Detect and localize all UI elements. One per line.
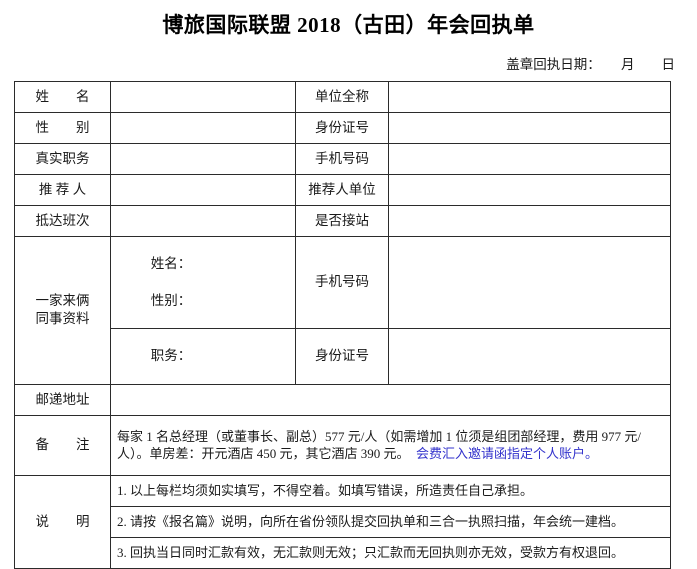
field-label-id-number: 身份证号: [295, 112, 389, 144]
field-input-gender[interactable]: [110, 112, 296, 144]
stamp-date-line: 盖章回执日期： 月 日: [506, 57, 675, 72]
table-row-companion-1: 一家来俩 同事资料 姓名： 性别： 手机号码: [14, 235, 671, 385]
field-label-name: 姓 名: [14, 81, 111, 113]
companion-name-label: 姓名：: [150, 256, 192, 272]
remark-body: 每家 1 名总经理（或董事长、副总）577 元/人（如需增加 1 位须是组团部经…: [110, 414, 671, 476]
companion-label-mobile: 手机号码: [295, 235, 389, 330]
note-line-2: 2. 请按《报名篇》说明，向所在省份领队提交回执单和三合一执照扫描，年会统一建档…: [110, 505, 671, 538]
field-input-referrer[interactable]: [110, 174, 296, 206]
field-label-arrival: 抵达班次: [14, 205, 111, 237]
field-label-gender: 性 别: [14, 112, 111, 144]
field-input-position[interactable]: [110, 143, 296, 175]
companion-position-cell[interactable]: 职务：: [110, 328, 296, 385]
page-title: 博旅国际联盟 2018（古田）年会回执单: [162, 13, 535, 37]
notes-label: 说 明: [14, 474, 111, 569]
companion-label-id-number: 身份证号: [295, 328, 389, 385]
field-input-name[interactable]: [110, 81, 296, 113]
companion-label-line-2: 同事资料: [35, 311, 90, 327]
field-label-position: 真实职务: [14, 143, 111, 175]
table-row: 抵达班次 是否接站: [14, 205, 671, 237]
remark-accent-text: 会费汇入邀请函指定个人账户。: [416, 446, 599, 462]
field-label-referrer: 推 荐 人: [14, 174, 111, 206]
remark-label: 备 注: [14, 414, 111, 476]
table-row-companion-2: 职务： 身份证号: [15, 328, 671, 385]
field-input-id-number[interactable]: [388, 112, 671, 144]
table-row: 性 别 身份证号: [14, 112, 671, 144]
companion-name-gender-cell[interactable]: 姓名： 性别：: [110, 235, 296, 330]
registration-form-table: 姓 名 单位全称 性 别 身份证号 真实职务 手机号码 推 荐 人: [14, 81, 671, 569]
field-label-mobile: 手机号码: [295, 143, 389, 175]
field-input-company[interactable]: [388, 81, 671, 113]
table-row: 真实职务 手机号码: [14, 143, 671, 175]
table-row-address: 邮递地址: [14, 383, 671, 416]
table-row-note-1: 说 明 1. 以上每栏均须如实填写，不得空着。如填写错误，所造责任自己承担。: [14, 474, 671, 569]
field-input-arrival[interactable]: [110, 205, 296, 237]
field-label-company: 单位全称: [295, 81, 389, 113]
field-input-pickup[interactable]: [388, 205, 671, 237]
companion-label-line-1: 一家来俩: [35, 293, 90, 309]
field-input-referrer-company[interactable]: [388, 174, 671, 206]
field-label-mailing-address: 邮递地址: [14, 383, 111, 416]
document-page: 博旅国际联盟 2018（古田）年会回执单 盖章回执日期： 月 日 姓 名 单位全…: [14, 13, 675, 569]
table-row-note-2: 2. 请按《报名篇》说明，向所在省份领队提交回执单和三合一执照扫描，年会统一建档…: [15, 505, 671, 538]
field-input-mobile[interactable]: [388, 143, 671, 175]
note-line-1: 1. 以上每栏均须如实填写，不得空着。如填写错误，所造责任自己承担。: [110, 474, 671, 507]
companion-position-label: 职务：: [150, 348, 192, 364]
field-input-mailing-address[interactable]: [110, 383, 671, 416]
remark-text: 每家 1 名总经理（或董事长、副总）577 元/人（如需增加 1 位须是组团部经…: [117, 428, 641, 462]
table-row: 推 荐 人 推荐人单位: [14, 174, 671, 206]
table-row: 姓 名 单位全称: [14, 81, 671, 113]
companion-gender-label: 性别：: [150, 292, 192, 308]
field-label-companion: 一家来俩 同事资料: [14, 236, 111, 385]
table-row-note-3: 3. 回执当日同时汇款有效，无汇款则无效；只汇款而无回执则亦无效，受款方有权退回…: [15, 536, 671, 569]
companion-input-id-number[interactable]: [388, 328, 671, 385]
field-label-pickup: 是否接站: [295, 205, 389, 237]
companion-input-mobile[interactable]: [388, 235, 671, 330]
table-row-remark: 备 注 每家 1 名总经理（或董事长、副总）577 元/人（如需增加 1 位须是…: [14, 414, 671, 476]
field-label-referrer-company: 推荐人单位: [295, 174, 389, 206]
note-line-3: 3. 回执当日同时汇款有效，无汇款则无效；只汇款而无回执则亦无效，受款方有权退回…: [110, 536, 671, 569]
